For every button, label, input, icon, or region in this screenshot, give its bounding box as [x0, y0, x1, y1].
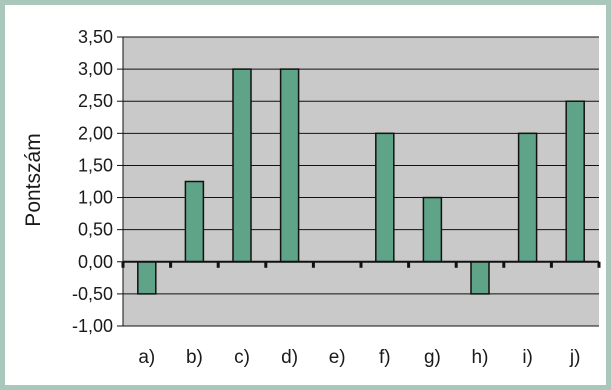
y-tick-label: -0,50	[72, 284, 113, 304]
y-tick-label: 3,00	[78, 59, 113, 79]
y-tick-label: 2,50	[78, 91, 113, 111]
x-tick-label: a)	[138, 347, 155, 368]
x-tick-label: c)	[234, 347, 250, 368]
y-tick-label: -1,00	[72, 316, 113, 336]
y-tick-label: 0,00	[78, 252, 113, 272]
bar	[375, 132, 395, 263]
x-tick-label: f)	[379, 347, 391, 368]
bar	[470, 261, 490, 295]
x-axis	[121, 260, 601, 268]
y-tick-label: 1,00	[78, 188, 113, 208]
bar	[279, 68, 300, 263]
y-tick-label: 3,50	[78, 27, 113, 47]
x-tick-label: d)	[281, 347, 298, 368]
x-tick-label: h)	[472, 347, 489, 368]
y-tick-labels: 3,50 3,00 2,50 2,00 1,50 1,00 0,50 0,00 -0,50 -1,…	[72, 27, 113, 336]
x-tick-label: i)	[522, 347, 533, 368]
bar	[232, 68, 252, 263]
x-tick-label: b)	[186, 347, 203, 368]
bar	[517, 132, 538, 263]
bars	[137, 68, 585, 295]
x-tick-labels: a) b) c) d) e) f) g) h) i) j)	[138, 347, 580, 368]
x-tick-label: e)	[329, 347, 346, 368]
bar	[422, 196, 443, 263]
y-axis-label: Pontszám	[22, 133, 45, 226]
x-tick-label: g)	[424, 347, 441, 368]
bar	[565, 100, 585, 263]
bar	[137, 261, 157, 295]
y-tick-label: 2,00	[78, 123, 113, 143]
bar	[184, 180, 205, 263]
x-tick-label: j)	[569, 347, 581, 368]
y-tick-label: 0,50	[78, 220, 113, 240]
y-tick-label: 1,50	[78, 155, 113, 175]
